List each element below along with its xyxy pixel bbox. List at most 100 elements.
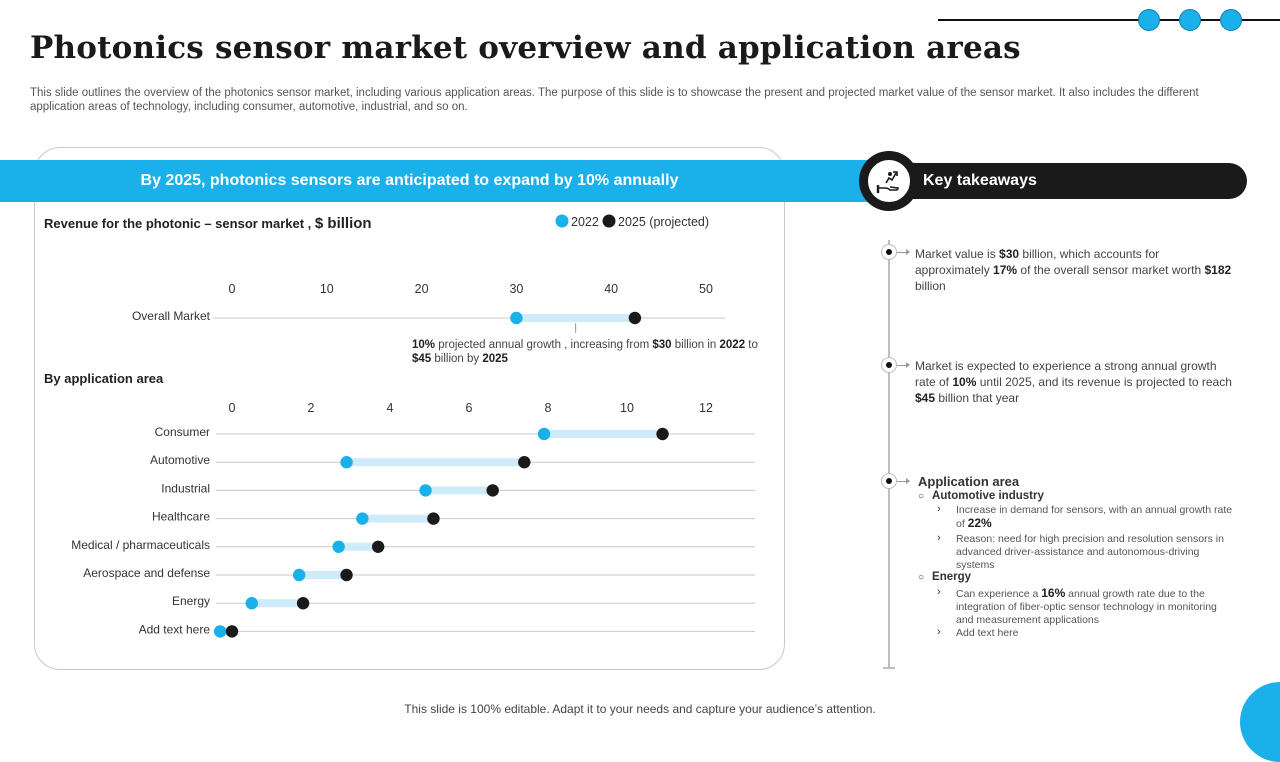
hand-growth-icon [876,171,899,193]
annotation-part: $30 [652,339,671,351]
takeaway-text: until 2025, and its revenue is projected… [976,375,1232,389]
chart-title-unit: $ billion [315,215,372,232]
category-label: Overall Market [132,309,211,323]
tick-label: 0 [229,282,236,296]
tick-label: 10 [620,401,634,415]
chart-panel [34,147,785,670]
banner-bar [0,160,868,202]
takeaway-value: $45 [915,391,936,405]
point-2025 [656,427,669,441]
energy-bullet-growth: Can experience a 16% annual growth rate … [937,586,1237,627]
category-label: Industrial [161,481,210,495]
point-2022 [245,597,258,610]
decoration-dot [1138,9,1160,31]
takeaway-text: Market value is [915,247,1000,261]
timeline-marker [881,244,897,260]
chart-title: By application area [44,371,164,386]
tick-label: 40 [604,282,618,296]
point-2025 [296,597,310,610]
page-title: Photonics sensor market overview and app… [30,30,1021,66]
point-2025 [518,456,531,469]
takeaway-value: 10% [952,375,977,389]
timeline-end [883,667,895,669]
point-2025 [427,512,440,525]
tick-label: 2 [308,401,315,415]
tick-label: 0 [229,401,236,415]
tick-label: 30 [509,282,523,296]
annotation-part: billion in [672,339,720,351]
point-2025 [628,311,642,325]
category-label: Aerospace and defense [83,566,210,580]
chart-title: Revenue for the photonic – sensor market… [44,215,372,232]
point-2022 [340,456,353,469]
point-2025 [225,625,239,638]
key-takeaways-bar [880,163,1247,199]
tick-label: 12 [699,401,713,415]
arrow-icon [897,362,910,368]
annotation-part: 10% [412,339,435,351]
decoration-dot [1179,9,1201,31]
takeaway-value: $182 [1204,263,1232,277]
annotation-part: projected annual growth , increasing fro… [435,339,652,351]
bullet-text: Can experience a [956,588,1042,600]
tick-label: 8 [545,401,552,415]
bullet-text: annual growth rate due to the integratio… [956,588,1217,626]
application-area-heading: Application area [918,474,1020,489]
top-decoration [938,8,1280,32]
automotive-industry-heading: Automotive industry [918,490,1044,502]
annotation-part: to [745,339,758,351]
category-label: Consumer [155,425,210,439]
takeaway-text: billion, which accounts for approximatel… [915,247,1160,277]
category-label: Medical / pharmaceuticals [71,538,210,552]
category-label: Energy [172,594,210,608]
takeaway-text: billion [915,279,946,293]
legend-marker [555,214,569,228]
annotation-text: 10% projected annual growth , increasing… [412,339,758,351]
bullet-text: Increase in demand for sensors, with an … [956,504,1233,530]
annotation-part: $45 [412,353,432,365]
annotation-text: $45 billion by 2025 [412,353,509,365]
point-2022 [510,311,523,325]
takeaway-text: Market is expected to experience a stron… [915,359,1217,389]
page-subtitle: This slide outlines the overview of the … [30,87,1199,113]
takeaway-text: of the overall sensor market worth [1017,263,1205,277]
point-2022 [292,568,306,582]
annotation-part: 2022 [720,339,746,351]
decoration-line [938,19,1280,21]
energy-bullet-add-text: Add text here [937,626,1237,640]
category-label: Automotive [150,453,210,467]
point-2022 [332,540,345,553]
corner-decoration [1240,682,1280,762]
point-2022 [213,625,227,638]
automotive-bullet-demand: Increase in demand for sensors, with an … [937,503,1237,531]
key-takeaways-label: Key takeaways [923,172,1037,189]
annotation-part: 2025 [482,353,508,365]
arrow-icon [897,478,910,484]
legend-label: 2022 [571,215,599,229]
energy-heading: Energy [918,571,971,583]
takeaway-market-value: Market value is $30 billion, which accou… [915,246,1235,294]
automotive-bullet-reason: Reason: need for high precision and reso… [937,532,1237,572]
point-2022 [356,512,369,525]
point-2025 [486,484,499,497]
legend-label: 2025 (projected) [618,215,709,229]
legend-marker [602,214,616,228]
takeaway-value: 17% [993,263,1018,277]
bullet-value: 16% [1041,586,1066,600]
tick-label: 6 [466,401,473,415]
point-2025 [371,540,385,553]
dumbbell-charts: Revenue for the photonic – sensor market… [44,214,758,638]
timeline-line [888,240,890,668]
point-2025 [340,568,353,582]
tick-label: 50 [699,282,713,296]
decoration-dot [1220,9,1242,31]
point-2022 [537,427,551,441]
key-takeaways-icon-circle [866,158,912,204]
takeaway-value: $30 [999,247,1020,261]
category-label: Healthcare [152,510,210,524]
tick-label: 4 [387,401,394,415]
takeaway-text: billion that year [935,391,1020,405]
point-2022 [419,484,432,497]
footer-note: This slide is 100% editable. Adapt it to… [404,702,876,716]
annotation-part: billion by [431,353,482,365]
